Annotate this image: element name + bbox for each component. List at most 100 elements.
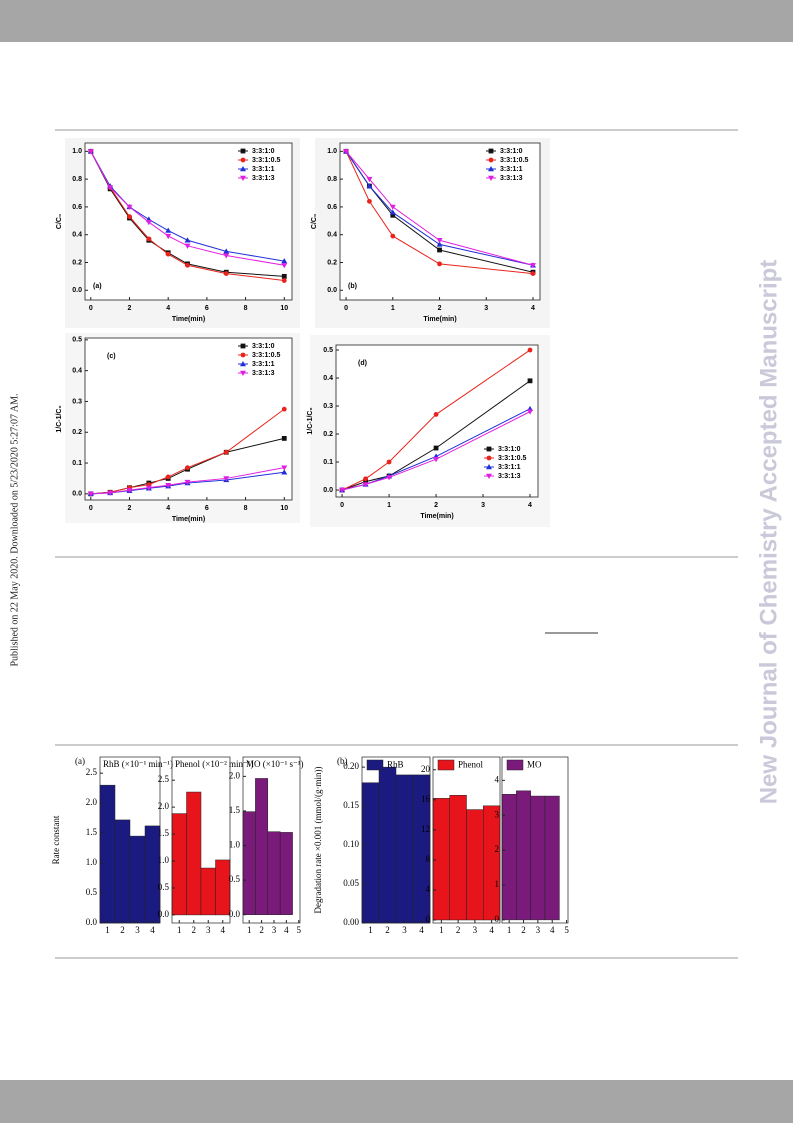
x-tick-label: 3 [135,925,140,935]
marker [343,149,350,155]
marker [281,465,288,471]
legend-marker [240,343,246,349]
x-tick-label: 4 [550,925,555,935]
bar [129,835,146,924]
x-tick-label: 1 [247,925,252,935]
legend-label: 3:3:1:3 [500,175,523,182]
y-tick-label: 1.0 [86,857,98,867]
y-tick-label: 0.4 [72,232,82,239]
x-tick-label: 4 [528,502,532,509]
plot-frame [171,756,231,924]
marker [223,449,229,455]
marker [165,227,172,233]
y-tick-label: 2.0 [86,797,98,807]
marker [281,273,287,279]
y-tick-label: 1.0 [327,148,337,155]
y-tick-label: 1.5 [158,828,170,838]
bar [361,782,380,924]
bar [483,805,501,921]
legend-marker [240,166,246,172]
y-tick-label: 12 [421,824,430,834]
panel-label: (b) [337,756,348,766]
series-line [90,151,285,282]
y-tick-label: 2.0 [229,770,241,780]
bar [242,811,256,915]
x-axis-label: Time(min) [423,316,456,323]
x-tick-label: 3 [484,305,488,312]
y-tick-label: 4 [426,884,431,894]
y-tick-label: 1.5 [229,805,241,815]
x-tick-label: 0 [89,305,93,312]
marker [184,479,191,486]
x-tick-label: 2 [385,925,390,935]
y-tick-label: 0.20 [343,761,359,771]
x-tick-label: 4 [166,505,170,512]
x-tick-label: 3 [206,925,211,935]
bar [544,795,560,921]
bar [171,813,187,916]
legend-label: 3:3:1:1 [498,464,521,471]
legend-marker [240,370,246,376]
marker [362,482,369,488]
y-tick-label: 0.15 [343,800,359,810]
legend-marker [240,175,246,181]
chart: RhB (×10⁻¹ min⁻¹) (a) Rate constant 0.0 0.5 1… [51,756,173,935]
marker [433,412,439,417]
legend-label: RhB [387,760,404,770]
legend-label: Phenol [458,760,484,770]
y-tick-label: 0 [426,914,431,924]
y-tick-label: 0.8 [327,176,337,183]
marker [223,271,229,277]
x-tick-label: 3 [272,925,277,935]
marker [107,185,114,191]
x-tick-label: 10 [280,305,288,312]
marker [436,238,443,244]
y-tick-label: 0.0 [158,909,170,919]
x-tick-label: 10 [280,505,288,512]
marker [366,176,373,183]
x-tick-label: 1 [368,925,373,935]
x-tick-label: 1 [507,925,512,935]
marker [281,406,287,412]
legend-label: 3:3:1:1 [252,166,275,173]
bar [432,798,450,921]
y-tick-label: 2.5 [86,767,98,777]
marker [146,236,152,242]
panel-label: (d) [358,360,367,367]
marker [389,204,396,210]
bar [186,791,202,916]
legend-label: 3:3:1:0 [500,148,523,155]
marker [390,233,396,239]
x-axis-label: Time(min) [172,516,205,523]
panel-subtitle: MO (×10⁻¹ s⁻¹) [246,759,303,769]
chart: MO (×10⁻¹ s⁻¹) 0.0 0.5 1.0 1.5 2.0 1 2 3 4 5 [229,756,303,935]
chart: RhB (b) Degradation rate ×0.001 (mmol/(g·m… [313,756,431,935]
marker [145,485,152,491]
bar [449,795,467,921]
legend-marker [240,361,246,367]
x-tick-label: 2 [521,925,526,935]
marker [436,241,443,247]
panel-subtitle: RhB (×10⁻¹ min⁻¹) [103,759,173,769]
x-tick-label: 8 [244,305,248,312]
y-tick-label: 0.4 [327,232,337,239]
y-tick-label: 1.0 [72,148,82,155]
x-tick-label: 4 [284,925,289,935]
plot-area [335,344,539,498]
y-tick-label: 0.2 [327,259,337,266]
x-tick-label: 2 [128,505,132,512]
marker [386,475,393,481]
bar [255,778,269,915]
bar [378,766,397,924]
y-axis-label: Rate constant [51,815,61,864]
chart: 3:3:1:0 3:3:1:0.5 3:3:1:1 3:3:1:3 (d) Time(mi… [307,344,539,520]
marker [281,258,288,264]
legend-marker [486,464,492,470]
bar [200,867,216,916]
y-axis-label: Degradation rate ×0.001 (mmol/(g·min)) [313,766,323,913]
marker [389,209,396,215]
bar [395,774,414,924]
panel-label: (c) [107,353,116,360]
x-tick-label: 2 [128,305,132,312]
